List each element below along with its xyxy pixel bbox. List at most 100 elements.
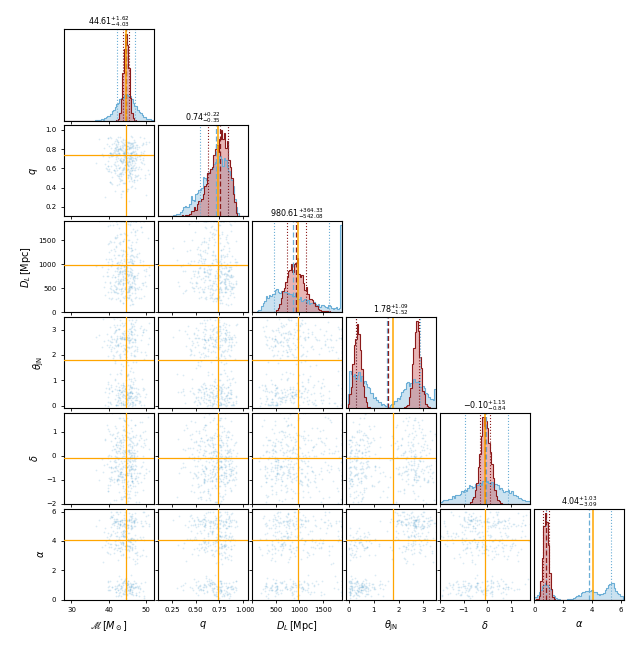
Point [113, 509, 124, 519]
Point [218, 472, 228, 482]
Point [220, 260, 230, 271]
Point [498, 587, 508, 597]
Point [410, 515, 420, 526]
Point [224, 458, 234, 469]
Point [111, 263, 122, 274]
Point [271, 383, 281, 393]
Point [193, 266, 203, 276]
Point [179, 369, 189, 379]
Point [129, 271, 140, 282]
Point [388, 516, 398, 526]
Point [122, 468, 132, 479]
Point [179, 462, 189, 472]
Point [120, 526, 130, 536]
Point [277, 434, 287, 444]
Point [198, 585, 208, 595]
Point [303, 486, 314, 497]
Point [126, 468, 136, 479]
Point [204, 269, 214, 280]
Point [230, 256, 240, 267]
Point [118, 274, 128, 284]
Point [129, 481, 140, 491]
Point [392, 451, 403, 462]
Point [209, 584, 220, 594]
Point [447, 534, 458, 544]
Point [215, 374, 225, 385]
Point [465, 537, 475, 548]
Point [190, 469, 200, 479]
Point [112, 544, 122, 555]
Point [391, 463, 401, 473]
Point [291, 452, 301, 463]
Point [292, 488, 303, 499]
Point [200, 537, 211, 547]
Point [198, 237, 209, 247]
Point [115, 537, 125, 547]
Point [457, 520, 467, 530]
Point [344, 456, 355, 467]
Point [419, 439, 429, 450]
Point [198, 544, 209, 555]
Point [136, 521, 147, 531]
Point [302, 479, 312, 490]
Point [125, 456, 135, 467]
Point [412, 451, 422, 461]
Point [297, 456, 307, 467]
Point [228, 216, 239, 226]
Point [108, 151, 118, 162]
Point [221, 432, 231, 443]
Point [102, 329, 112, 340]
Point [111, 535, 121, 545]
Point [214, 448, 224, 458]
Point [337, 394, 347, 405]
Point [271, 453, 282, 464]
Point [461, 533, 471, 544]
Point [417, 520, 428, 530]
Point [276, 469, 287, 480]
Point [306, 462, 316, 472]
Point [118, 235, 129, 246]
Point [220, 452, 230, 463]
Point [331, 433, 341, 443]
Point [409, 548, 419, 559]
Point [111, 539, 121, 550]
Point [225, 582, 235, 593]
Point [337, 522, 347, 533]
Point [115, 295, 125, 305]
Point [282, 528, 292, 539]
Point [477, 527, 488, 537]
Point [411, 468, 421, 479]
Point [321, 334, 332, 344]
Point [125, 374, 136, 384]
Point [345, 462, 355, 472]
Point [417, 415, 427, 425]
Point [231, 585, 241, 595]
Point [230, 278, 241, 289]
Point [415, 456, 425, 466]
Point [123, 452, 133, 463]
Point [422, 440, 432, 451]
Point [466, 516, 476, 527]
Point [188, 442, 198, 452]
Point [413, 458, 424, 469]
Point [214, 321, 225, 331]
Point [448, 511, 458, 521]
Point [270, 454, 280, 464]
Point [225, 380, 236, 391]
Point [221, 375, 232, 385]
Point [213, 216, 223, 227]
Point [278, 346, 288, 356]
Point [201, 420, 211, 430]
Point [281, 511, 291, 522]
Point [116, 255, 126, 265]
Point [364, 421, 374, 431]
Point [92, 261, 102, 271]
Point [270, 523, 280, 533]
Point [276, 480, 287, 490]
Point [200, 282, 211, 293]
Point [353, 582, 364, 593]
Point [198, 514, 209, 524]
Point [497, 538, 507, 548]
Point [470, 537, 480, 547]
Point [281, 581, 291, 591]
